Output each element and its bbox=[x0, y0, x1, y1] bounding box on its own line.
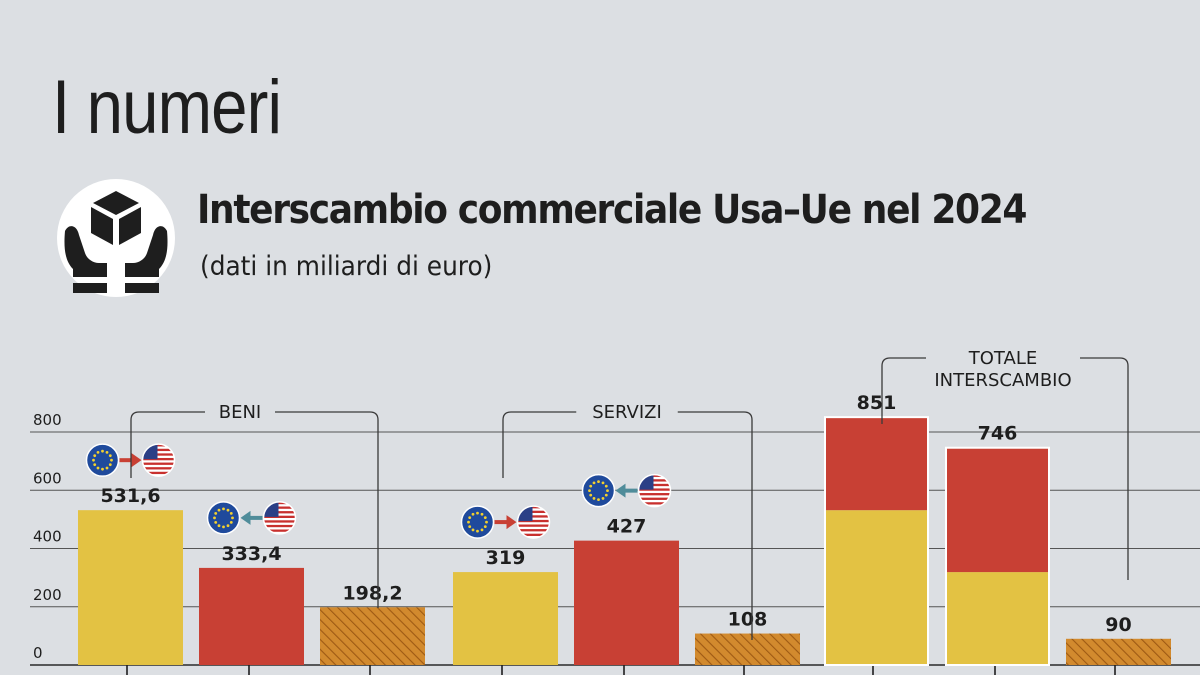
group-bracket bbox=[881, 357, 1129, 580]
data-label: 198,2 bbox=[342, 582, 402, 604]
bar-balance bbox=[1066, 638, 1171, 665]
bar-export bbox=[78, 510, 183, 665]
bar-segment-import bbox=[945, 447, 1050, 573]
chart-subtitle: (dati in miliardi di euro) bbox=[200, 251, 493, 282]
bar-export bbox=[453, 572, 558, 665]
data-label: 851 bbox=[857, 392, 897, 414]
eu-flag-icon bbox=[206, 501, 241, 535]
y-tick-label: 0 bbox=[33, 644, 43, 662]
data-label: 531,6 bbox=[100, 485, 160, 507]
usa-flag-icon bbox=[638, 474, 671, 507]
group-label: INTERSCAMBIO bbox=[934, 370, 1071, 391]
package-in-hands-icon bbox=[57, 179, 175, 297]
data-label: 108 bbox=[728, 609, 768, 631]
bar-segment-import bbox=[824, 417, 929, 511]
group-label: BENI bbox=[219, 402, 262, 423]
group-bracket bbox=[130, 411, 379, 608]
bar-chart: 800 600 400 200 0 531,6 333,4 198,2 319 427 108 851… bbox=[30, 348, 1200, 675]
y-tick-label: 200 bbox=[33, 586, 62, 604]
y-tick-label: 800 bbox=[33, 411, 62, 429]
bar-segment-export bbox=[824, 510, 929, 665]
bar-import bbox=[199, 567, 304, 665]
bar-outline bbox=[824, 416, 929, 666]
eu-flag-icon bbox=[460, 505, 495, 539]
bar-balance bbox=[695, 633, 800, 665]
eu-flag-icon bbox=[85, 443, 120, 477]
usa-to-eu-flow-icon bbox=[206, 501, 297, 535]
y-tick-label: 400 bbox=[33, 528, 62, 546]
bar-import bbox=[574, 540, 679, 665]
usa-flag-icon bbox=[517, 506, 550, 539]
eu-to-usa-flow-icon bbox=[85, 443, 176, 477]
data-label: 746 bbox=[978, 423, 1018, 445]
group-label: TOTALE bbox=[968, 348, 1037, 369]
bar-balance bbox=[320, 607, 425, 665]
eu-flag-icon bbox=[581, 473, 616, 508]
data-label: 427 bbox=[607, 516, 647, 538]
bar-segment-export bbox=[945, 572, 1050, 665]
y-tick-label: 600 bbox=[33, 469, 62, 487]
eu-to-usa-flow-icon bbox=[460, 505, 551, 539]
bar-outline bbox=[945, 446, 1050, 667]
data-label: 90 bbox=[1105, 614, 1131, 636]
group-bracket bbox=[502, 411, 753, 640]
usa-to-eu-flow-icon bbox=[581, 473, 672, 508]
data-label: 319 bbox=[486, 547, 526, 569]
page-kicker: I numeri bbox=[52, 65, 282, 150]
data-label: 333,4 bbox=[221, 543, 281, 565]
group-label: SERVIZI bbox=[592, 402, 662, 423]
chart-title: Interscambio commerciale Usa–Ue nel 2024 bbox=[197, 187, 1027, 233]
